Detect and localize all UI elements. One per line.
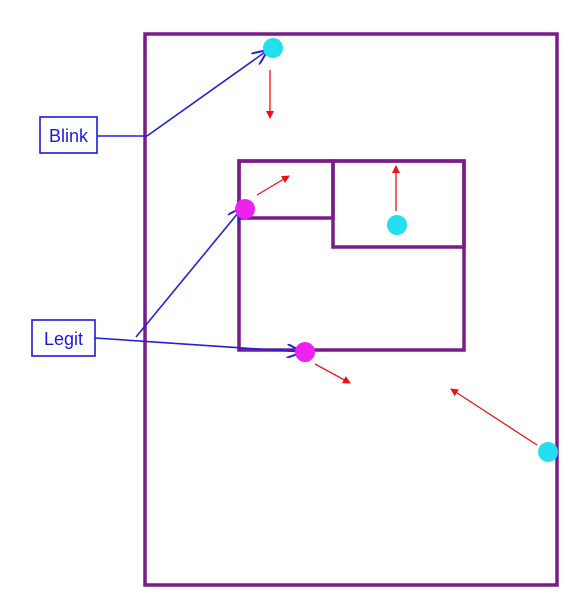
blink-label: Blink xyxy=(39,116,98,154)
blink-pointer-arrow xyxy=(146,50,268,137)
inner-region xyxy=(237,159,466,352)
legit-label-box xyxy=(31,319,96,357)
blink-dot-right xyxy=(538,442,558,462)
legit-dot-inner xyxy=(235,199,255,219)
blink-dot-top xyxy=(263,38,283,58)
motion-arrow-inner-left xyxy=(256,175,290,196)
legit-pointer-arrow-upper xyxy=(135,207,243,338)
motion-arrow-center xyxy=(314,363,351,384)
legit-label-text: Legit xyxy=(44,329,83,349)
legit-dot-center xyxy=(295,342,315,362)
motion-arrow-right xyxy=(450,388,538,446)
outer-region xyxy=(143,32,559,587)
legit-label: Legit xyxy=(31,319,96,357)
inner-top-right-region xyxy=(331,159,466,249)
blink-dot-inner xyxy=(387,215,407,235)
blink-label-text: Blink xyxy=(49,126,89,146)
legit-pointer-arrow-lower xyxy=(94,337,303,352)
blink-label-box xyxy=(39,116,98,154)
